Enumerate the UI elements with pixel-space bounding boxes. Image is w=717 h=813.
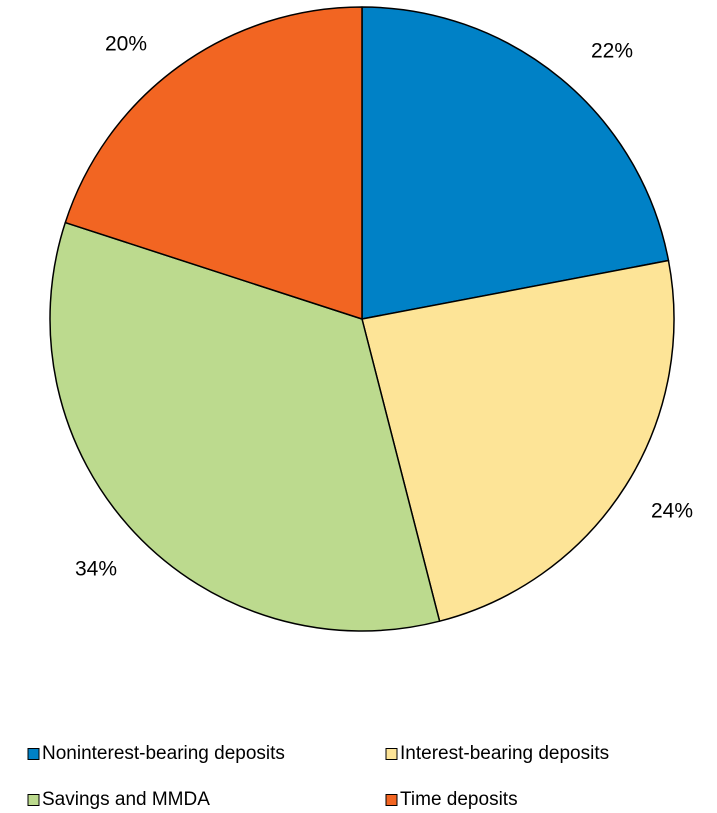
pie-data-labels: 22% 24% 34% 20% (75, 33, 693, 581)
data-label-noninterest-bearing-deposits: 22% (591, 40, 633, 63)
pie-slice-noninterest-bearing-deposits (361, 6, 670, 320)
pie-slice-savings-and-mmda (49, 221, 441, 632)
data-label-time-deposits: 20% (105, 33, 147, 56)
legend-swatch-time-deposits (385, 794, 398, 806)
legend-label-time-deposits: Time deposits (400, 789, 518, 810)
legend-swatch-savings-and-mmda (27, 794, 40, 806)
pie-slice-time-deposits (64, 6, 363, 320)
legend-swatch-interest-bearing-deposits (385, 748, 398, 760)
data-label-savings-and-mmda: 34% (75, 558, 117, 581)
legend-item-time-deposits: Time deposits (385, 789, 518, 810)
legend-item-interest-bearing-deposits: Interest-bearing deposits (385, 743, 609, 764)
legend: Noninterest-bearing deposits Interest-bea… (27, 743, 609, 810)
legend-label-savings-and-mmda: Savings and MMDA (42, 789, 210, 810)
legend-label-noninterest-bearing-deposits: Noninterest-bearing deposits (42, 743, 285, 764)
pie-slices (49, 6, 675, 632)
legend-label-interest-bearing-deposits: Interest-bearing deposits (400, 743, 609, 764)
legend-item-noninterest-bearing-deposits: Noninterest-bearing deposits (27, 743, 285, 764)
legend-swatch-noninterest-bearing-deposits (27, 748, 40, 760)
pie-slice-interest-bearing-deposits (361, 259, 675, 622)
legend-item-savings-and-mmda: Savings and MMDA (27, 789, 210, 810)
data-label-interest-bearing-deposits: 24% (651, 500, 693, 523)
